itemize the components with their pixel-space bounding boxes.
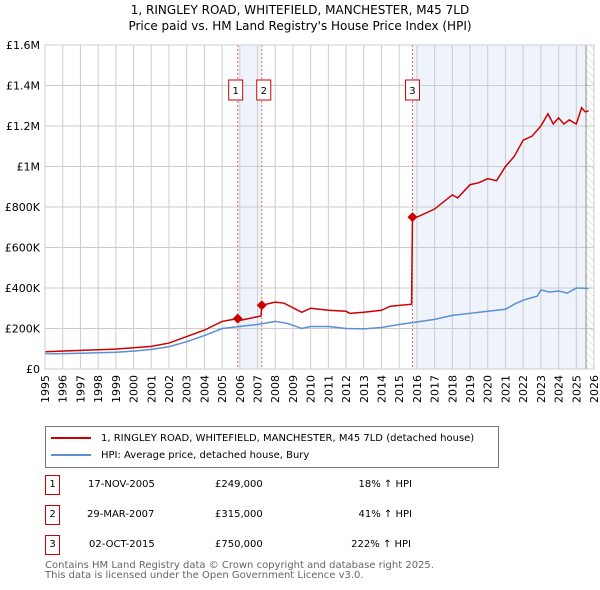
sale-point	[407, 212, 418, 223]
y-tick-label: £800K	[5, 201, 41, 214]
x-tick-label: 2005	[216, 375, 229, 403]
footer: Contains HM Land Registry data © Crown c…	[45, 561, 434, 581]
x-tick-label: 2024	[553, 375, 566, 403]
x-tick-label: 2008	[269, 375, 282, 403]
footer-line-2: This data is licensed under the Open Gov…	[45, 570, 364, 581]
y-tick-label: £600K	[5, 242, 41, 255]
sale-row-3: 3 02-OCT-2015 £750,000 222% ↑ HPI	[45, 535, 465, 555]
sale-marker-box: 1	[45, 475, 60, 495]
x-tick-label: 2022	[517, 375, 530, 403]
x-tick-label: 2004	[198, 375, 211, 403]
y-tick-label: £1M	[17, 161, 41, 174]
x-tick-label: 2011	[322, 375, 335, 403]
x-tick-label: 2012	[340, 375, 353, 403]
sale-point	[256, 300, 267, 311]
x-tick-label: 1999	[110, 375, 123, 403]
y-tick-label: £400K	[5, 282, 41, 295]
sale-row-2: 2 29-MAR-2007 £315,000 41% ↑ HPI	[45, 505, 465, 525]
x-tick-label: 2003	[181, 375, 194, 403]
x-tick-label: 2018	[446, 375, 459, 403]
sale-date: 02-OCT-2015	[89, 539, 155, 550]
sale-hpi: 222% ↑ HPI	[351, 539, 411, 550]
hpi-line	[44, 287, 589, 355]
sale-price: £750,000	[215, 539, 263, 550]
sale-label-box	[256, 79, 272, 101]
legend-swatch-property	[51, 437, 91, 439]
x-tick-label: 2016	[411, 375, 424, 403]
sale-price: £315,000	[215, 509, 263, 520]
sale-hpi: 18% ↑ HPI	[358, 479, 412, 490]
x-tick-label: 2014	[375, 375, 388, 403]
sale-label: 1	[232, 86, 238, 97]
sale-row-1: 1 17-NOV-2005 £249,000 18% ↑ HPI	[45, 475, 465, 495]
x-tick-label: 2023	[535, 375, 548, 403]
sale-label: 2	[261, 86, 267, 97]
property-price-line	[44, 106, 589, 353]
x-tick-label: 2015	[393, 375, 406, 403]
x-tick-label: 1996	[57, 375, 70, 403]
x-tick-label: 2020	[482, 375, 495, 403]
x-tick-label: 2017	[429, 375, 442, 403]
x-tick-label: 2002	[163, 375, 176, 403]
footer-line-1: Contains HM Land Registry data © Crown c…	[45, 560, 434, 571]
y-tick-label: £1.2M	[6, 120, 40, 133]
sale-label-box	[404, 79, 420, 101]
sale-date: 17-NOV-2005	[88, 479, 155, 490]
plot-frame	[44, 44, 595, 370]
x-tick-label: 2009	[287, 375, 300, 403]
sale-point	[232, 313, 243, 324]
chart-subtitle: Price paid vs. HM Land Registry's House …	[128, 19, 472, 33]
sale-hpi: 41% ↑ HPI	[358, 509, 412, 520]
x-tick-label: 2000	[128, 375, 141, 403]
x-tick-label: 2026	[588, 375, 600, 403]
x-tick-label: 2013	[358, 375, 371, 403]
sale-label-box	[228, 79, 244, 101]
sale-marker-box: 3	[45, 535, 60, 555]
y-tick-label: £0	[26, 363, 40, 376]
y-tick-label: £200K	[5, 323, 41, 336]
y-tick-label: £1.6M	[6, 39, 40, 52]
x-tick-label: 1995	[39, 375, 52, 403]
legend: 1, RINGLEY ROAD, WHITEFIELD, MANCHESTER,…	[45, 426, 499, 468]
x-tick-label: 2001	[145, 375, 158, 403]
x-tick-label: 2021	[499, 375, 512, 403]
x-tick-label: 2006	[234, 375, 247, 403]
x-tick-label: 2007	[252, 375, 265, 403]
price-chart: 1995 1996 1997 1998 1999 2000 2001 2002 2003 2004…	[5, 39, 600, 403]
chart-title: 1, RINGLEY ROAD, WHITEFIELD, MANCHESTER,…	[130, 3, 470, 17]
legend-label-property: 1, RINGLEY ROAD, WHITEFIELD, MANCHESTER,…	[101, 432, 475, 444]
legend-swatch-hpi	[51, 454, 91, 456]
x-tick-label: 2010	[305, 375, 318, 403]
sale-price: £249,000	[215, 479, 263, 490]
x-tick-label: 1998	[92, 375, 105, 403]
y-tick-label: £1.4M	[6, 80, 40, 93]
sale-label: 3	[409, 86, 415, 97]
sale-date: 29-MAR-2007	[87, 509, 155, 520]
sale-marker-box: 2	[45, 505, 60, 525]
legend-label-hpi: HPI: Average price, detached house, Bury	[101, 449, 310, 461]
x-tick-label: 2025	[570, 375, 583, 403]
x-tick-label: 2019	[464, 375, 477, 403]
x-tick-label: 1997	[74, 375, 87, 403]
